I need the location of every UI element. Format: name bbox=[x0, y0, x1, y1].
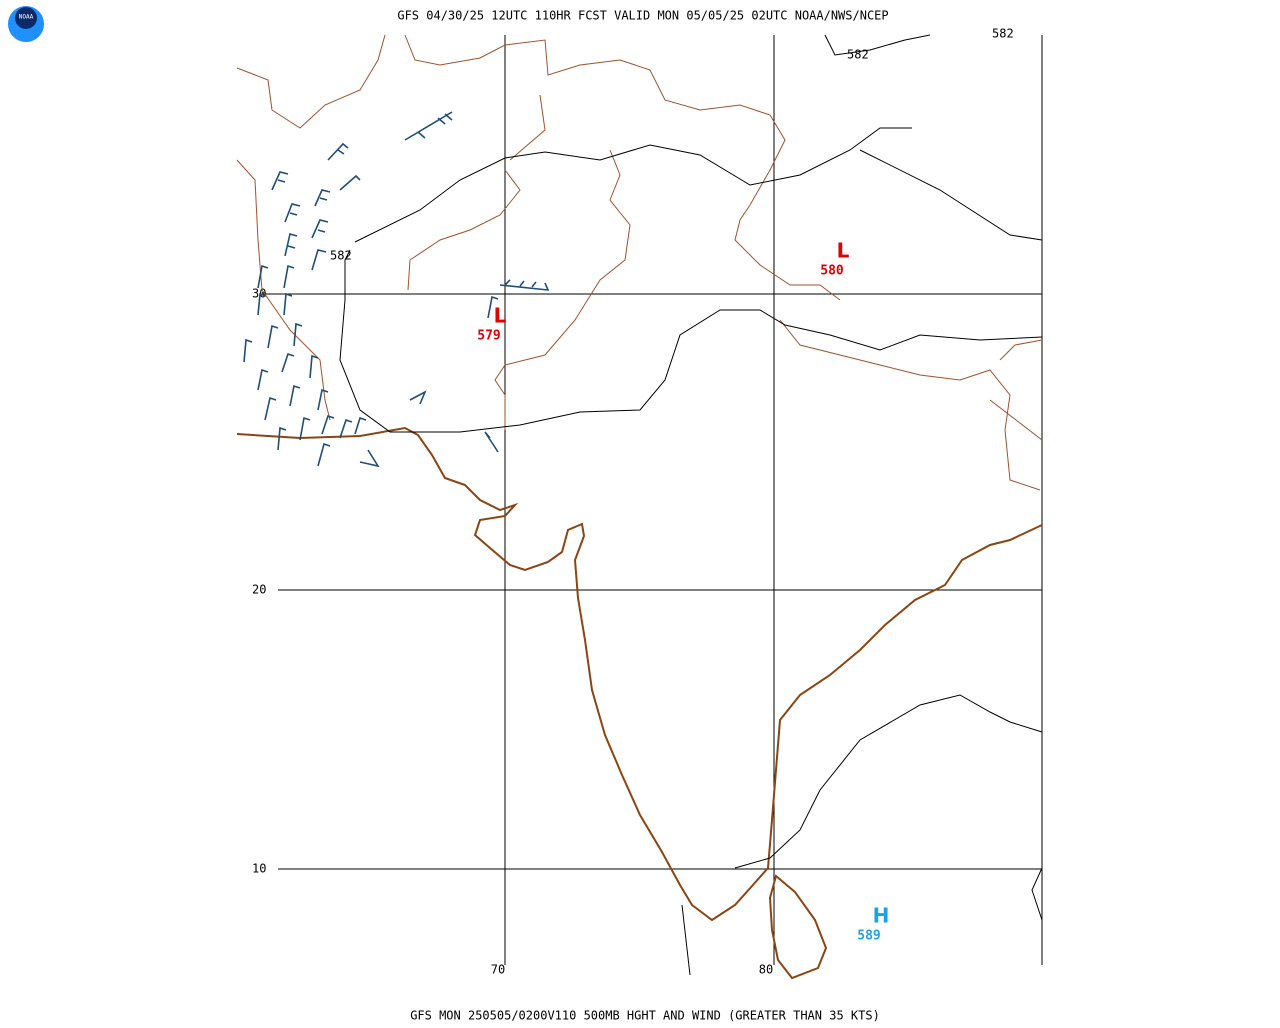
center-value: 580 bbox=[820, 264, 844, 279]
wind-barbs bbox=[243, 111, 550, 468]
borders bbox=[236, 34, 1043, 491]
logo: NOAA bbox=[6, 4, 46, 44]
grid bbox=[262, 35, 1043, 965]
center-symbol: L bbox=[494, 304, 507, 328]
contour-label: 582 bbox=[992, 27, 1014, 41]
coastline bbox=[236, 426, 1043, 980]
lat-label: 10 bbox=[252, 862, 266, 876]
low-center: L 579 bbox=[477, 304, 506, 344]
center-symbol: H bbox=[873, 904, 890, 928]
contour-label: 582 bbox=[847, 48, 869, 62]
logo-text: NOAA bbox=[19, 14, 34, 21]
contours bbox=[339, 34, 1043, 976]
high-center: H 589 bbox=[857, 904, 889, 944]
contour-label: 582 bbox=[330, 249, 352, 263]
center-symbol: L bbox=[837, 239, 850, 263]
lon-label: 70 bbox=[491, 963, 505, 977]
center-value: 589 bbox=[857, 929, 880, 944]
lat-label: 20 bbox=[252, 583, 266, 597]
low-center: L 580 bbox=[820, 239, 849, 279]
center-value: 579 bbox=[477, 329, 500, 344]
lon-label: 80 bbox=[759, 963, 773, 977]
footer-caption: GFS MON 250505/0200V110 500MB HGHT AND W… bbox=[410, 1009, 880, 1023]
lat-label: 30 bbox=[252, 287, 266, 301]
header-title: GFS 04/30/25 12UTC 110HR FCST VALID MON … bbox=[397, 9, 888, 23]
